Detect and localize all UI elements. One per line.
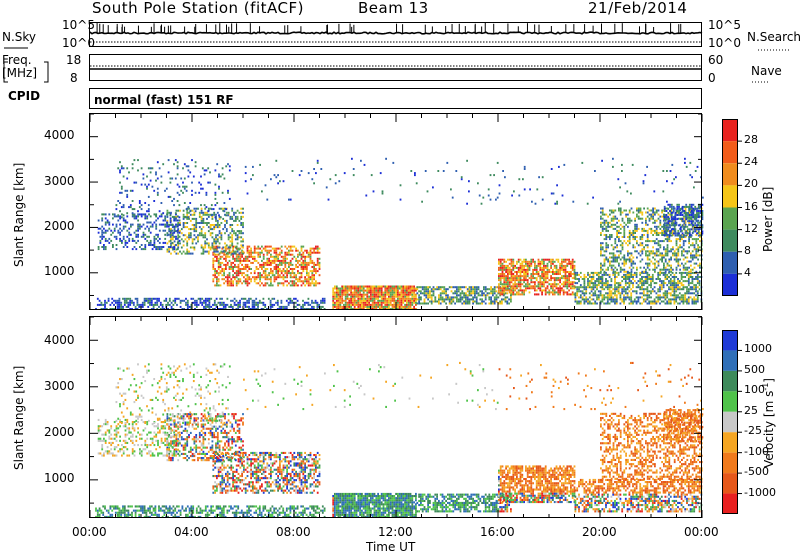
xtick-0000: 00:00 [72, 525, 107, 539]
colorbar-tick-label: 1000 [744, 342, 772, 356]
xtick-0800: 08:00 [276, 525, 311, 539]
xlabel: Time UT [366, 540, 416, 554]
power-ytick-4000: 4000 [44, 128, 75, 142]
xtick-1600: 16:00 [480, 525, 515, 539]
colorbar-tick-label: 24 [744, 155, 758, 169]
nsky-tick-top: 10^5 [62, 18, 95, 32]
colorbar-tick-label: -1000 [744, 485, 776, 499]
status-frames [89, 22, 702, 109]
colorbar-tick-label: 500 [744, 362, 765, 376]
velocity-ytick-1000: 1000 [44, 471, 75, 485]
cpid-value: normal (fast) 151 RF [94, 93, 234, 107]
freq-label-line1: Freq. [2, 53, 32, 67]
power-colorbar-title: Power [dB] [761, 186, 775, 252]
colorbar-tick-label: 28 [744, 133, 758, 147]
xtick-0000-end: 00:00 [684, 525, 719, 539]
velocity-ylabel: Slant Range [km] [12, 365, 26, 470]
colorbar-tick-label: 8 [744, 243, 751, 257]
colorbar-tick-label: -25 [744, 424, 762, 438]
power-ytick-2000: 2000 [44, 219, 75, 233]
power-ylabel: Slant Range [km] [12, 162, 26, 267]
power-colorbar [722, 119, 742, 296]
station-title: South Pole Station (fitACF) [92, 0, 304, 17]
beam-label: Beam 13 [358, 0, 429, 17]
colorbar-tick-label: 4 [744, 265, 751, 279]
nave-tick-bottom: 0 [708, 71, 716, 85]
xtick-0400: 04:00 [174, 525, 209, 539]
velocity-panel [95, 361, 704, 518]
xtick-2000: 20:00 [582, 525, 617, 539]
colorbar-tick-label: 25 [744, 403, 758, 417]
freq-tick-top: 18 [66, 53, 82, 67]
colorbar-tick-label: -100 [744, 444, 769, 458]
colorbar-tick-label: 12 [744, 221, 758, 235]
velocity-colorbar [722, 330, 742, 514]
nsearch-tick-top: 10^5 [708, 18, 741, 32]
nave-tick-top: 60 [708, 53, 724, 67]
nsearch-tick-bottom: 10^0 [708, 36, 741, 50]
xtick-1200: 12:00 [378, 525, 413, 539]
cpid-label: CPID [8, 89, 41, 103]
colorbar-tick-label: 16 [744, 199, 758, 213]
freq-tick-bottom: 8 [70, 71, 78, 85]
power-ytick-1000: 1000 [44, 264, 75, 278]
nsky-tick-bottom: 10^0 [62, 36, 95, 50]
velocity-ytick-2000: 2000 [44, 425, 75, 439]
velocity-ytick-4000: 4000 [44, 333, 75, 347]
colorbar-tick-label: 20 [744, 177, 758, 191]
nsearch-label: N.Search [747, 30, 800, 44]
date-label: 21/Feb/2014 [588, 0, 688, 17]
nsky-label: N.Sky [2, 30, 37, 44]
nave-label: Nave [751, 64, 782, 78]
velocity-ytick-3000: 3000 [44, 379, 75, 393]
power-panel [95, 157, 704, 310]
status-traces [89, 22, 703, 70]
power-ytick-3000: 3000 [44, 174, 75, 188]
velocity-colorbar-title-end: ] [762, 378, 776, 383]
colorbar-tick-label: 100 [744, 383, 765, 397]
colorbar-tick-label: -500 [744, 465, 769, 479]
freq-label-line2: [MHz] [2, 66, 38, 80]
